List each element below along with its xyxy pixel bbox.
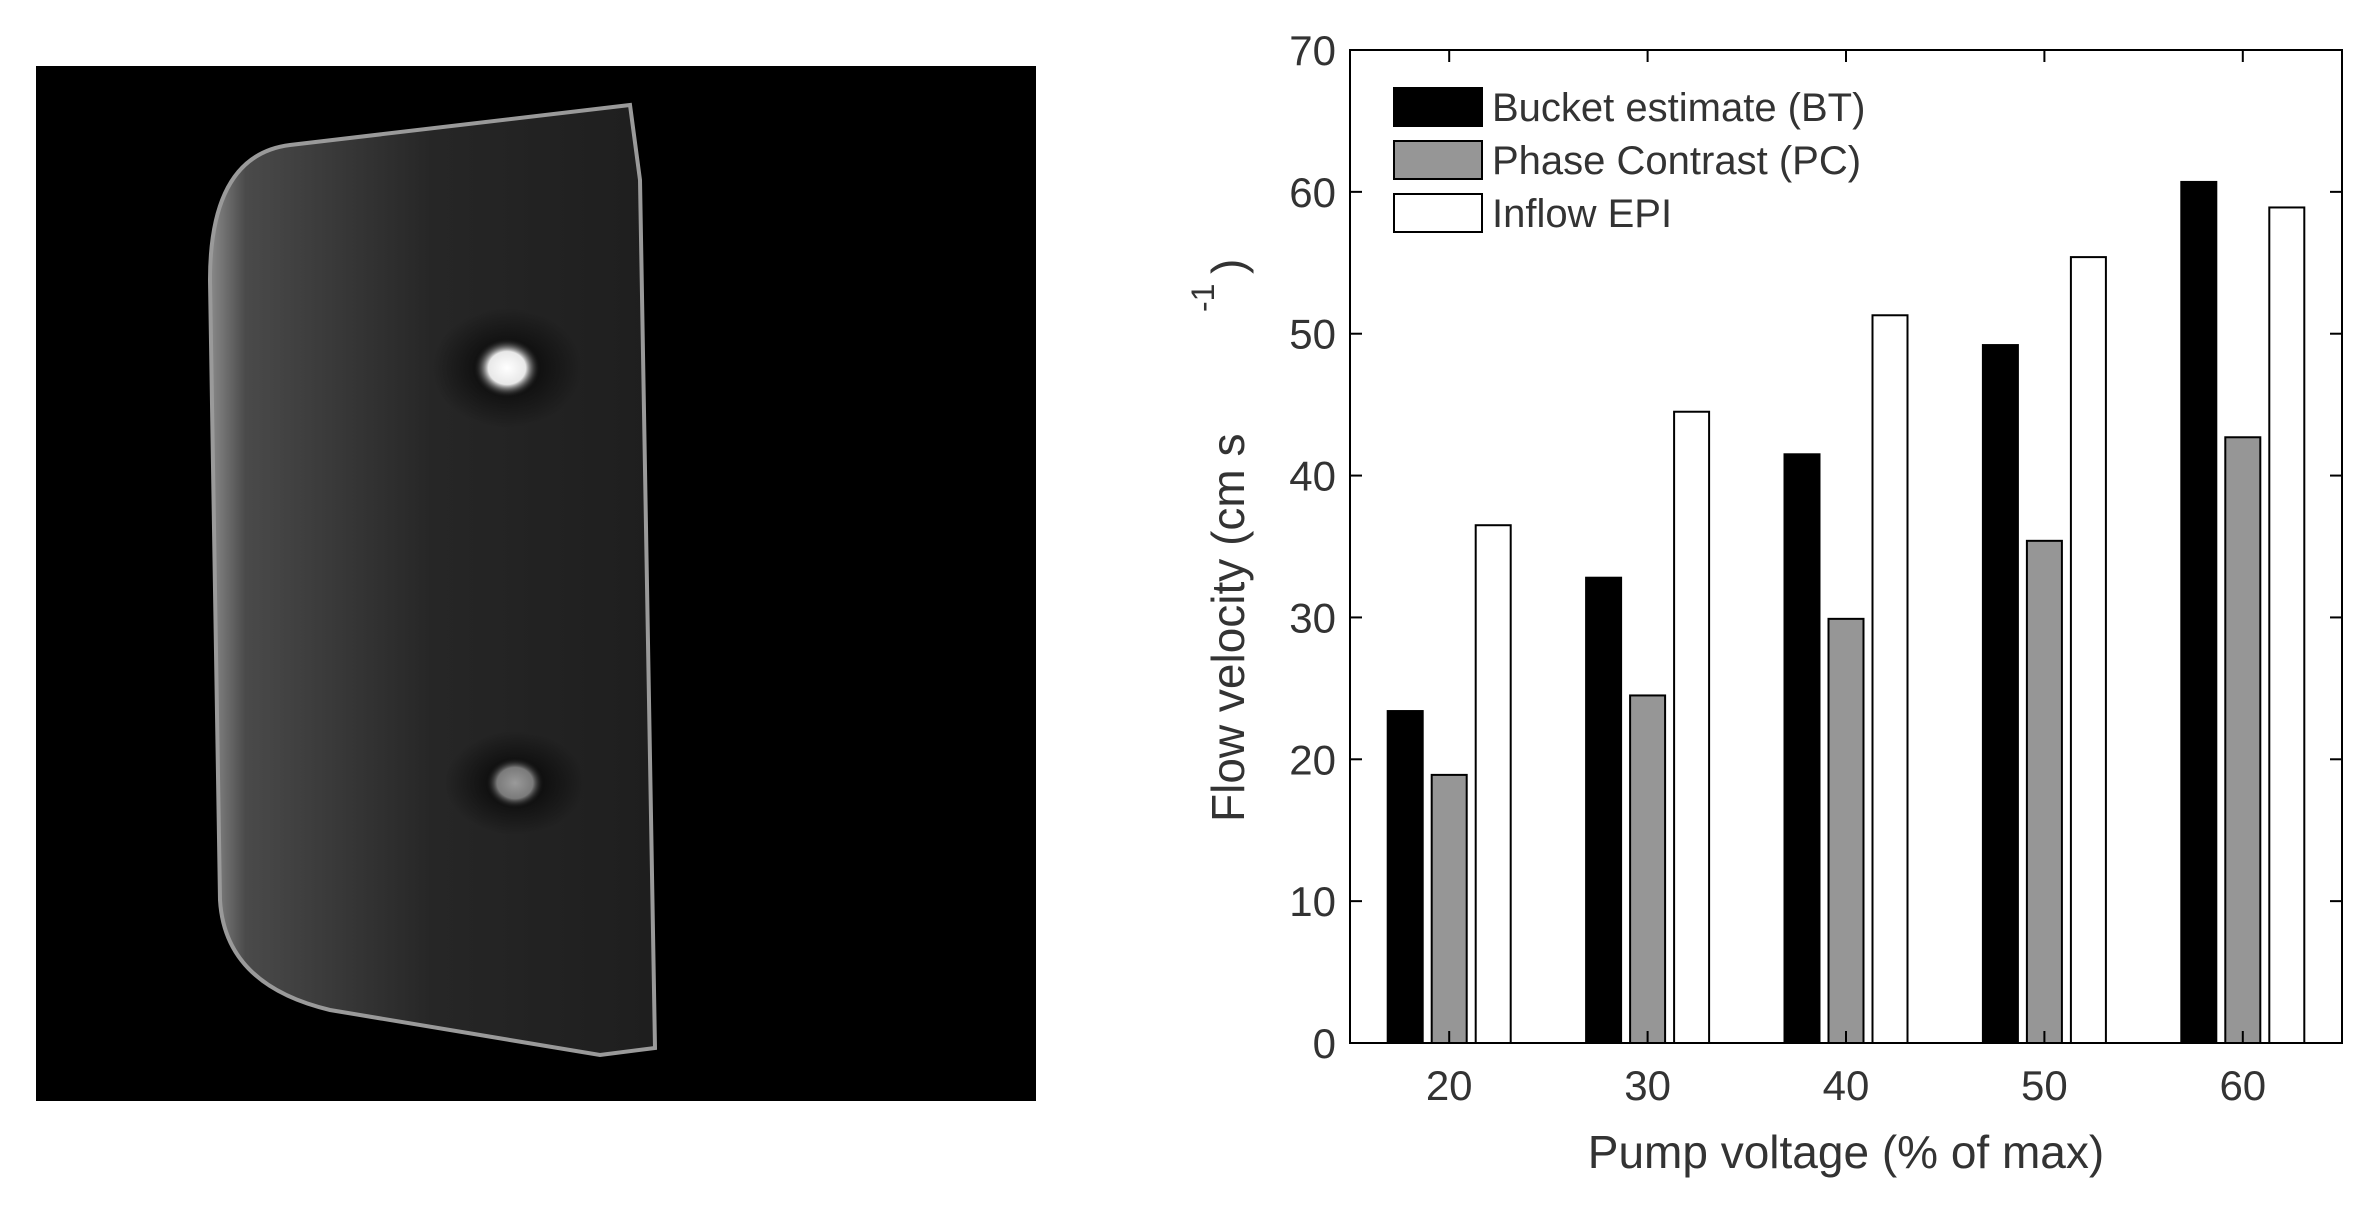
- bar-3-60: [2268, 206, 2306, 1044]
- x-tick-label-50: 50: [2021, 1062, 2068, 1109]
- legend: Bucket estimate (BT) Phase Contrast (PC) I…: [1393, 86, 1865, 236]
- y-axis-ticks: 0 10 20 30 40 50 60 70: [1289, 27, 2342, 1067]
- bar-1-40: [1783, 453, 1821, 1044]
- x-tick-label-40: 40: [1823, 1062, 1870, 1109]
- y-tick-label-70: 70: [1289, 27, 1336, 74]
- legend-label-2: Phase Contrast (PC): [1492, 139, 1861, 183]
- y-tick-label-0: 0: [1313, 1020, 1336, 1067]
- bar-2-60: [2224, 436, 2262, 1044]
- bar-1-20: [1386, 710, 1424, 1044]
- bar-1-60: [2180, 180, 2218, 1045]
- y-axis-label-superscript: -1: [1185, 284, 1221, 312]
- x-tick-label-60: 60: [2219, 1062, 2266, 1109]
- flow-spot-upper: [473, 338, 541, 398]
- bar-2-40: [1827, 617, 1865, 1045]
- y-axis-label-close-paren: ): [1202, 259, 1254, 274]
- bar-2-20: [1430, 773, 1468, 1044]
- legend-label-1: Bucket estimate (BT): [1492, 86, 1865, 130]
- phantom-body: [207, 102, 658, 1058]
- bar-3-30: [1673, 410, 1711, 1044]
- x-axis-label: Pump voltage (% of max): [1588, 1126, 2104, 1178]
- y-axis-label-group: Flow velocity (cm s -1 ): [1185, 259, 1254, 822]
- legend-label-3: Inflow EPI: [1492, 192, 1672, 236]
- bar-chart-panel: 0 10 20 30 40 50 60 70 20 30 40 50 60 Pump voltage …: [1080, 0, 2362, 1209]
- bar-1-30: [1585, 576, 1623, 1044]
- bar-3-40: [1871, 314, 1909, 1045]
- flow-spot-lower: [485, 757, 545, 809]
- y-tick-label-20: 20: [1289, 736, 1336, 783]
- y-tick-label-30: 30: [1289, 594, 1336, 641]
- bar-2-30: [1629, 694, 1667, 1044]
- bar-1-50: [1981, 344, 2019, 1044]
- bar-2-50: [2025, 539, 2063, 1045]
- legend-swatch-2: [1393, 140, 1483, 180]
- y-axis-label: Flow velocity (cm s: [1202, 434, 1254, 822]
- bars-group: [1386, 180, 2306, 1045]
- mri-image-panel: [0, 0, 1080, 1209]
- x-tick-label-20: 20: [1426, 1062, 1473, 1109]
- y-tick-label-40: 40: [1289, 453, 1336, 500]
- y-tick-label-50: 50: [1289, 311, 1336, 358]
- legend-swatch-3: [1393, 193, 1483, 233]
- x-tick-label-30: 30: [1624, 1062, 1671, 1109]
- bar-3-20: [1474, 524, 1512, 1044]
- bar-chart: 0 10 20 30 40 50 60 70 20 30 40 50 60 Pump voltage …: [1185, 27, 2343, 1178]
- y-tick-label-60: 60: [1289, 169, 1336, 216]
- x-axis-ticks: 20 30 40 50 60: [1426, 50, 2266, 1109]
- legend-swatch-1: [1393, 87, 1483, 127]
- mri-phantom-image: [36, 66, 1036, 1101]
- bar-3-50: [2069, 256, 2107, 1044]
- y-tick-label-10: 10: [1289, 878, 1336, 925]
